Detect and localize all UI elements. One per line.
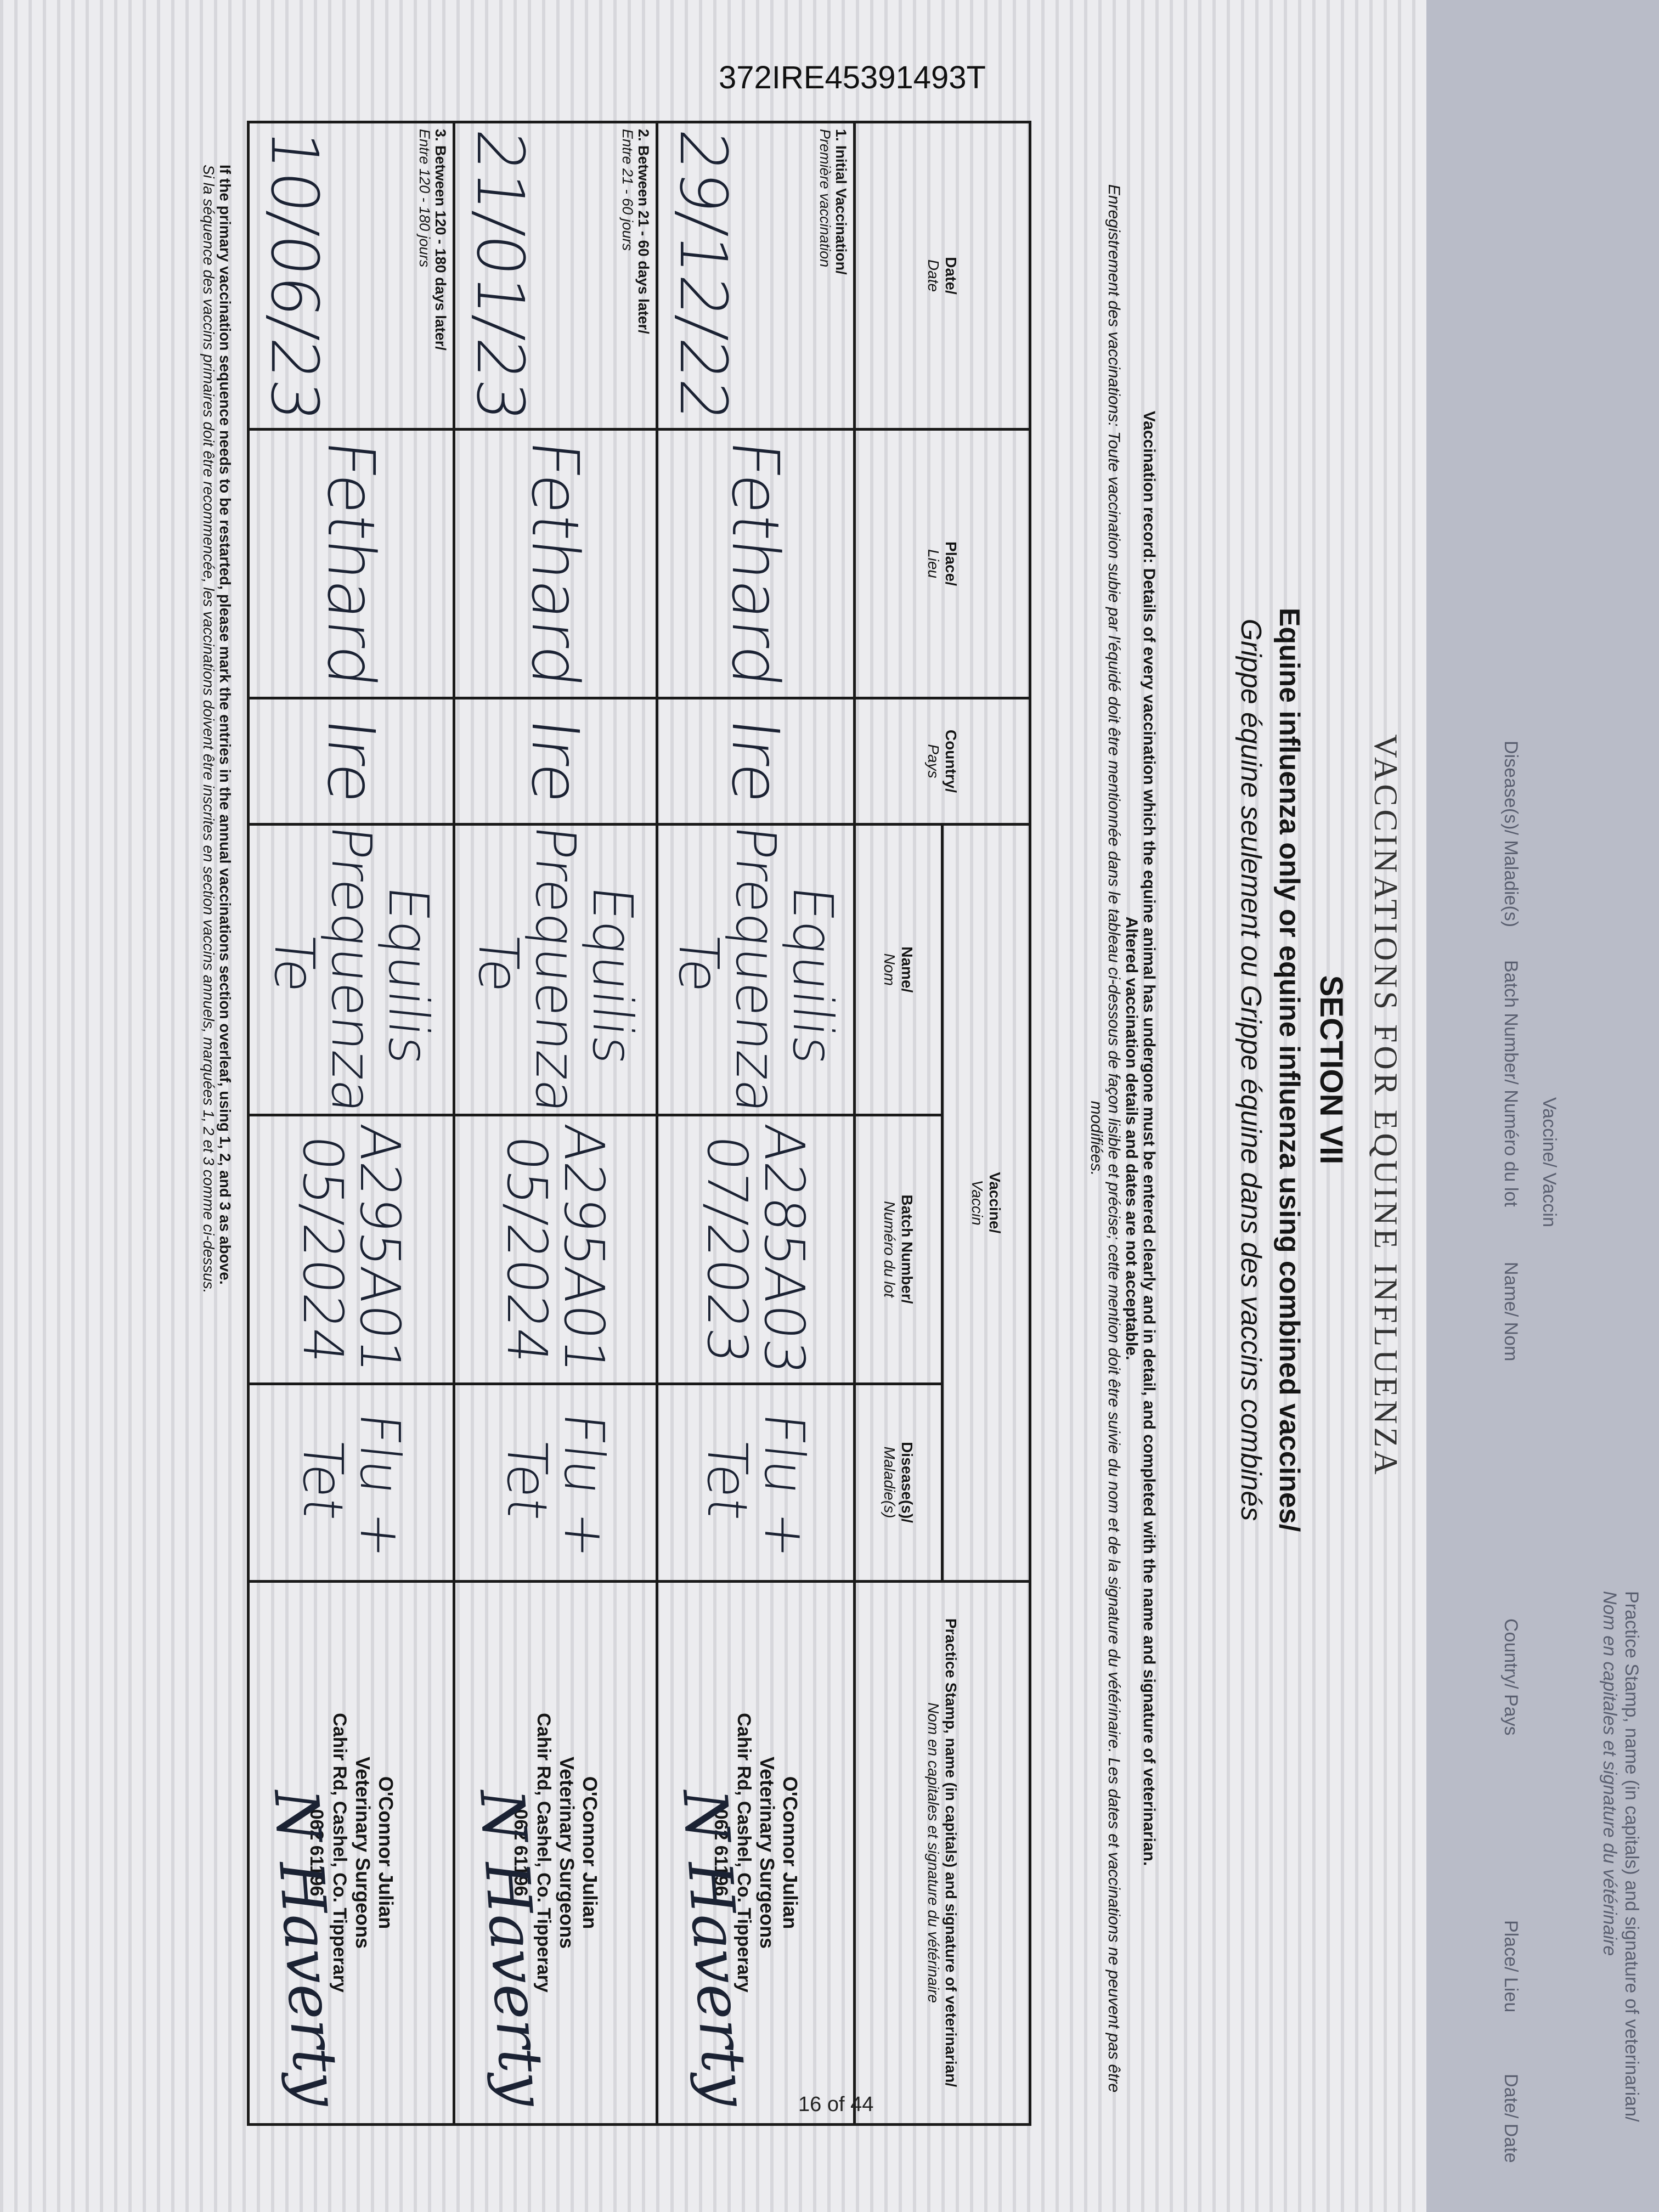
vaccination-page: VACCINATIONS FOR EQUINE INFLUENZA SECTIO… bbox=[0, 0, 1426, 2212]
instructions-en: Vaccination record: Details of every vac… bbox=[1140, 410, 1158, 1866]
footer-note: If the primary vaccination sequence need… bbox=[200, 165, 234, 2085]
next-page-col-name: Name/ Nom bbox=[1500, 1262, 1521, 1362]
date-cell: 3. Between 120 - 180 days later/Entre 12… bbox=[248, 122, 454, 430]
vaccine-name-cell: Equilis Prequenza Te bbox=[454, 822, 657, 1117]
batch-value: A285A03 bbox=[752, 1121, 817, 1378]
instructions-warning: Altered vaccination details and dates ar… bbox=[1122, 916, 1141, 1361]
disease-value: Flu + Tet bbox=[495, 1409, 617, 1561]
header-country: Country/Pays bbox=[854, 698, 1030, 825]
next-page-stamp-header: Practice Stamp, name (in capitals) and s… bbox=[1599, 1591, 1642, 2122]
next-page-col-batch: Batch Number/ Numéro du lot bbox=[1500, 960, 1521, 1207]
place-value: Fethard bbox=[718, 436, 794, 691]
batch-value: A295A01 bbox=[552, 1121, 617, 1378]
disease-value: Flu + Tet bbox=[291, 1409, 412, 1561]
header-stamp: Practice Stamp, name (in capitals) and s… bbox=[854, 1581, 1030, 2125]
header-disease: Disease(s)/Maladie(s) bbox=[854, 1384, 943, 1582]
date-value: 29/12/22 bbox=[665, 126, 741, 425]
vaccine-name-cell: Equilis Prequenza Te bbox=[657, 822, 855, 1117]
vaccine-name-value: Equilis Prequenza Te bbox=[667, 822, 845, 1117]
disease-cell: Flu + Tet bbox=[454, 1384, 657, 1582]
next-page-col-disease: Disease(s)/ Maladie(s) bbox=[1500, 741, 1521, 928]
expiry-value: 07/2023 bbox=[695, 1132, 760, 1367]
passport-id: 372IRE45391493T bbox=[719, 60, 986, 95]
place-cell: Fethard bbox=[248, 429, 454, 698]
batch-value: A295A01 bbox=[348, 1121, 412, 1378]
country-value: Ire bbox=[517, 715, 594, 808]
expiry-value: 05/2024 bbox=[291, 1132, 355, 1367]
place-cell: Fethard bbox=[454, 429, 657, 698]
stamp-cell: O'Connor Julian Veterinary Surgeons Cahir … bbox=[454, 1581, 657, 2125]
header-batch: Batch Number/Numéro du lot bbox=[854, 1115, 943, 1384]
disease-cell: Flu + Tet bbox=[248, 1384, 454, 1582]
country-cell: Ire bbox=[657, 698, 855, 825]
country-cell: Ire bbox=[454, 698, 657, 825]
header-vaccine: Vaccine/Vaccin bbox=[942, 824, 1030, 1582]
header-place: Place/Lieu bbox=[854, 429, 1030, 698]
footer-en: If the primary vaccination sequence need… bbox=[217, 165, 234, 1285]
instructions-fr: Enregistrement des vaccinations: Toute v… bbox=[1087, 184, 1123, 2093]
country-value: Ire bbox=[313, 715, 389, 808]
table-row: 2. Between 21 - 60 days later/Entre 21 -… bbox=[454, 122, 657, 2125]
date-cell: 2. Between 21 - 60 days later/Entre 21 -… bbox=[454, 122, 657, 430]
disease-value: Flu + Tet bbox=[695, 1409, 817, 1561]
country-value: Ire bbox=[718, 715, 794, 808]
section-title-fr: Grippe équine seulement ou Grippe équine… bbox=[1235, 618, 1267, 1521]
section-number: SECTION VII bbox=[1313, 975, 1349, 1165]
date-value: 10/06/23 bbox=[257, 126, 332, 425]
header-name: Name/Nom bbox=[854, 824, 943, 1115]
row-label: 2. Between 21 - 60 days later/Entre 21 -… bbox=[619, 129, 652, 334]
vaccine-name-value: Equilis Prequenza Te bbox=[262, 822, 441, 1117]
next-page-col-country: Country/ Pays bbox=[1500, 1618, 1521, 1736]
page-number: 16 of 44 bbox=[798, 2093, 874, 2116]
next-page-col-place: Place/ Lieu bbox=[1500, 1920, 1521, 2013]
batch-cell: A285A03 07/2023 bbox=[657, 1115, 855, 1384]
facing-page: Practice Stamp, name (in capitals) and s… bbox=[1426, 0, 1659, 2212]
row-label: 1. Initial Vaccination/Première vaccinat… bbox=[817, 129, 849, 275]
date-cell: 1. Initial Vaccination/Première vaccinat… bbox=[657, 122, 855, 430]
vaccination-table: Date/Date Place/Lieu Country/Pays Vaccin… bbox=[247, 121, 1031, 2126]
country-cell: Ire bbox=[248, 698, 454, 825]
vaccine-name-value: Equilis Prequenza Te bbox=[466, 822, 645, 1117]
date-value: 21/01/23 bbox=[462, 126, 538, 425]
expiry-value: 05/2024 bbox=[495, 1132, 560, 1367]
vaccine-name-cell: Equilis Prequenza Te bbox=[248, 822, 454, 1117]
table-row: 3. Between 120 - 180 days later/Entre 12… bbox=[248, 122, 454, 2125]
row-label: 3. Between 120 - 180 days later/Entre 12… bbox=[416, 129, 449, 351]
batch-cell: A295A01 05/2024 bbox=[454, 1115, 657, 1384]
place-value: Fethard bbox=[313, 436, 389, 691]
header-date: Date/Date bbox=[854, 122, 1030, 430]
batch-cell: A295A01 05/2024 bbox=[248, 1115, 454, 1384]
section-title-en: Equine influenza only or equine influenz… bbox=[1273, 607, 1305, 1532]
table-row: 1. Initial Vaccination/Première vaccinat… bbox=[657, 122, 855, 2125]
instructions: Vaccination record: Details of every vac… bbox=[1087, 165, 1158, 2112]
next-page-col-date: Date/ Date bbox=[1500, 2074, 1521, 2163]
stamp-cell: O'Connor Julian Veterinary Surgeons Cahir … bbox=[657, 1581, 855, 2125]
place-value: Fethard bbox=[517, 436, 594, 691]
footer-fr: Si la séquence des vaccins primaires doi… bbox=[200, 165, 217, 1294]
running-title: VACCINATIONS FOR EQUINE INFLUENZA bbox=[1368, 734, 1404, 1478]
next-page-col-vaccine: Vaccine/ Vaccin bbox=[1539, 1097, 1560, 1227]
place-cell: Fethard bbox=[657, 429, 855, 698]
disease-cell: Flu + Tet bbox=[657, 1384, 855, 1582]
stamp-cell: O'Connor Julian Veterinary Surgeons Cahir … bbox=[248, 1581, 454, 2125]
